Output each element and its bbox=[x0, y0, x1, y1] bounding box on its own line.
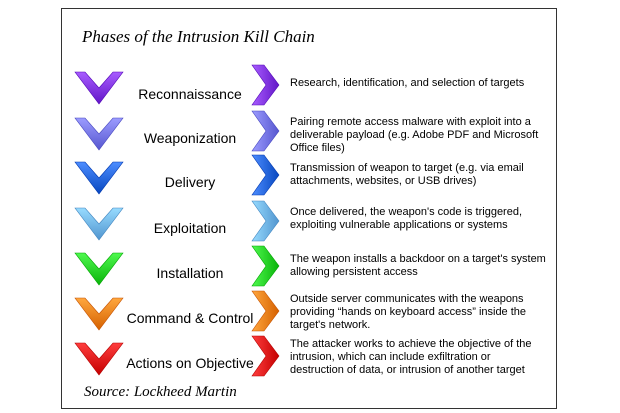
description-line: The attacker works to achieve the object… bbox=[290, 338, 532, 350]
phase-row: Command & Control Outside server communic… bbox=[0, 288, 620, 332]
down-chevron-icon bbox=[74, 207, 124, 241]
phase-description: Outside server communicates with the wea… bbox=[290, 293, 552, 332]
phase-description: The attacker works to achieve the object… bbox=[290, 338, 552, 377]
phase-label: Delivery bbox=[164, 174, 216, 190]
phase-label: Reconnaissance bbox=[138, 86, 242, 102]
description-line: destruction of data, or intrusion of ano… bbox=[290, 364, 525, 376]
down-chevron-icon bbox=[74, 71, 124, 105]
right-chevron-icon bbox=[251, 335, 280, 377]
phase-label: Installation bbox=[156, 265, 224, 281]
right-chevron-icon bbox=[251, 245, 280, 287]
phase-label: Actions on Objective bbox=[126, 355, 254, 371]
right-chevron-icon bbox=[251, 200, 280, 242]
down-chevron-icon bbox=[74, 297, 124, 331]
description-line: allowing persistent access bbox=[290, 266, 418, 278]
description-line: The weapon installs a backdoor on a targ… bbox=[290, 253, 546, 265]
phase-description: Research, identification, and selection … bbox=[290, 77, 552, 90]
diagram-title: Phases of the Intrusion Kill Chain bbox=[82, 27, 315, 46]
phase-row: Reconnaissance Research, identification, … bbox=[0, 62, 620, 106]
description-line: target's network. bbox=[290, 319, 371, 331]
right-chevron-icon bbox=[251, 154, 280, 196]
right-chevron-icon bbox=[251, 290, 280, 332]
phase-description: Once delivered, the weapon's code is tri… bbox=[290, 206, 552, 232]
phase-row: Exploitation Once delivered, the weapon's… bbox=[0, 198, 620, 242]
down-chevron-icon bbox=[74, 252, 124, 286]
right-chevron-icon bbox=[251, 110, 280, 152]
description-line: Outside server communicates with the wea… bbox=[290, 293, 524, 305]
description-line: providing “hands on keyboard access” ins… bbox=[290, 306, 527, 318]
description-line: Pairing remote access malware with explo… bbox=[290, 116, 531, 128]
phase-row: Delivery Transmission of weapon to target… bbox=[0, 152, 620, 196]
down-chevron-icon bbox=[74, 342, 124, 376]
phase-description: The weapon installs a backdoor on a targ… bbox=[290, 253, 552, 279]
description-line: Research, identification, and selection … bbox=[290, 77, 525, 89]
right-chevron-icon bbox=[251, 64, 280, 106]
description-line: Transmission of weapon to target (e.g. v… bbox=[290, 162, 524, 174]
description-line: Office files) bbox=[290, 142, 345, 154]
phase-label: Exploitation bbox=[153, 220, 227, 236]
phase-label: Weaponization bbox=[143, 130, 237, 146]
description-line: intrusion, which can include exfiltratio… bbox=[290, 351, 491, 363]
phase-row: Actions on Objective The attacker works t… bbox=[0, 333, 620, 377]
phase-label: Command & Control bbox=[126, 310, 254, 326]
source-caption: Source: Lockheed Martin bbox=[84, 384, 237, 400]
phase-row: Installation The weapon installs a backdo… bbox=[0, 243, 620, 287]
down-chevron-icon bbox=[74, 117, 124, 151]
description-line: exploiting vulnerable applications or sy… bbox=[290, 219, 508, 231]
phase-description: Transmission of weapon to target (e.g. v… bbox=[290, 162, 552, 188]
description-line: deliverable payload (e.g. Adobe PDF and … bbox=[290, 129, 539, 141]
diagram-frame bbox=[61, 8, 557, 409]
phase-row: Weaponization Pairing remote access malwa… bbox=[0, 108, 620, 155]
phase-description: Pairing remote access malware with explo… bbox=[290, 116, 552, 155]
description-line: attachments, websites, or USB drives) bbox=[290, 175, 477, 187]
down-chevron-icon bbox=[74, 161, 124, 195]
description-line: Once delivered, the weapon's code is tri… bbox=[290, 206, 523, 218]
